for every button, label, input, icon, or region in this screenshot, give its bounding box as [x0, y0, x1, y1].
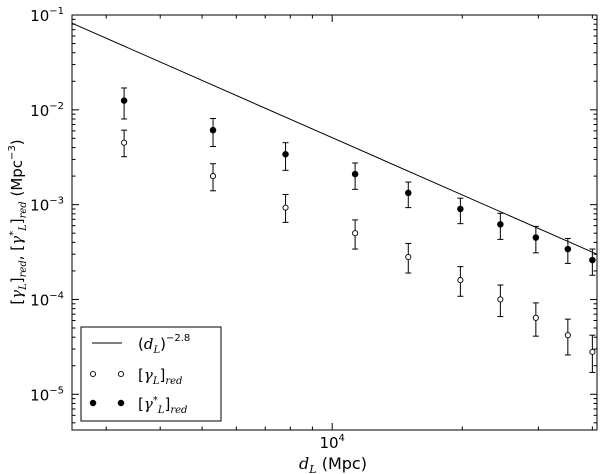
legend-open-marker-1 [89, 370, 97, 378]
y-tick-label: 10−5 [30, 385, 64, 404]
data-point-open [532, 314, 539, 321]
legend-label-power-law: (dL)−2.8 [138, 333, 190, 356]
x-axis-label: dL (Mpc) [299, 454, 367, 474]
data-point-open [352, 230, 359, 237]
data-point-filled [497, 221, 504, 228]
y-tick-label: 10−2 [30, 101, 64, 120]
power-law-line [71, 22, 598, 255]
data-point-open [121, 139, 128, 146]
y-tick-label: 10−4 [30, 290, 64, 309]
data-point-open [405, 254, 412, 261]
data-point-open [564, 332, 571, 339]
data-point-filled [405, 189, 412, 197]
data-point-open [589, 348, 596, 355]
data-point-filled [120, 97, 128, 104]
data-point-filled [209, 126, 217, 134]
data-point-filled [457, 205, 464, 213]
legend-filled-marker-2 [117, 399, 125, 407]
legend-label-gamma: [γL]red [138, 366, 182, 387]
data-point-open [497, 296, 504, 303]
y-tick-label: 10−3 [30, 196, 64, 215]
legend: (dL)−2.8 [γL]red [γ*L]red [80, 326, 222, 422]
plot-layer [71, 22, 598, 373]
data-point-filled [282, 150, 289, 158]
plot-frame [71, 14, 598, 431]
y-axis-label: [γL]red, [γ*L]red (Mpc−3) [7, 139, 29, 304]
data-point-open [457, 277, 464, 284]
legend-open-marker-2 [117, 370, 125, 378]
legend-filled-marker-1 [89, 399, 97, 407]
axes-layer: 10−1 10−2 10−3 10−4 10−5 104 [30, 6, 597, 452]
data-point-filled [532, 234, 540, 241]
data-point-open [282, 204, 289, 211]
legend-label-gamma-star: [γ*L]red [138, 395, 187, 416]
data-point-filled [351, 170, 359, 178]
data-point-filled [564, 245, 572, 253]
x-tick-label: 104 [319, 433, 344, 452]
data-point-filled [589, 256, 596, 264]
data-point-open [209, 173, 217, 180]
y-tick-label: 10−1 [30, 6, 64, 25]
